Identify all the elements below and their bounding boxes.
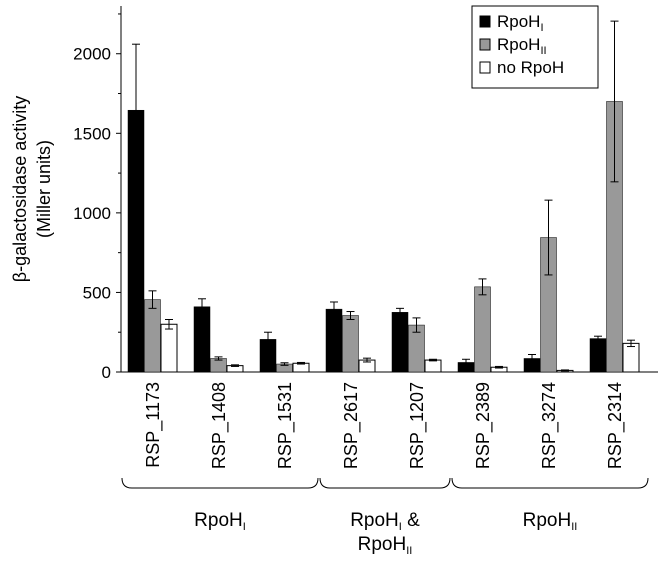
y-axis-title-line1: β-galactosidase activity [10,96,30,282]
bar [474,286,491,373]
bar [342,315,359,373]
legend-box [471,5,599,89]
y-tick-label: 2000 [73,45,111,64]
bar [144,299,161,373]
y-tick-label: 1500 [73,124,111,143]
x-tick-label: RSP_2314 [605,382,626,469]
group-bracket [451,477,649,489]
bar [424,359,442,373]
legend-swatch [479,61,491,74]
bar [589,338,607,373]
legend-label: RpoHII [497,35,547,57]
x-tick-label: RSP_3274 [539,382,560,469]
legend-swatch [479,38,491,51]
legend-label: RpoHI [497,12,544,34]
group-label: RpoHI & [350,510,420,533]
group-bracket [121,477,319,489]
bar [391,312,409,373]
axes: 0 500 1000 1500 2000 [73,6,658,382]
x-tick-labels: RSP_1173 RSP_1408 RSP_1531 RSP_2617 RSP_1207… [143,382,626,469]
y-tick-label: 500 [83,283,111,302]
group-label: RpoHII [358,534,413,557]
bar [292,362,310,373]
y-tick-label: 1000 [73,204,111,223]
group-label: RpoHI [194,510,246,533]
legend-swatch [479,15,491,28]
bar [160,323,178,373]
x-tick-label: RSP_2389 [473,382,494,469]
x-tick-label: RSP_1173 [143,382,164,468]
bars [127,20,640,373]
legend-label: no RpoH [497,58,564,77]
y-tick-label: 0 [102,363,111,382]
x-tick-label: RSP_1408 [209,382,230,469]
y-axis-title-line2: (Miller units) [34,140,54,238]
x-tick-label: RSP_1531 [275,382,296,469]
group-bracket [319,477,451,489]
group-label: RpoHII [523,510,578,533]
x-tick-label: RSP_2617 [341,382,362,469]
bar [325,308,343,373]
bar [622,342,640,373]
bar [193,306,211,373]
x-tick-label: RSP_1207 [407,382,428,469]
